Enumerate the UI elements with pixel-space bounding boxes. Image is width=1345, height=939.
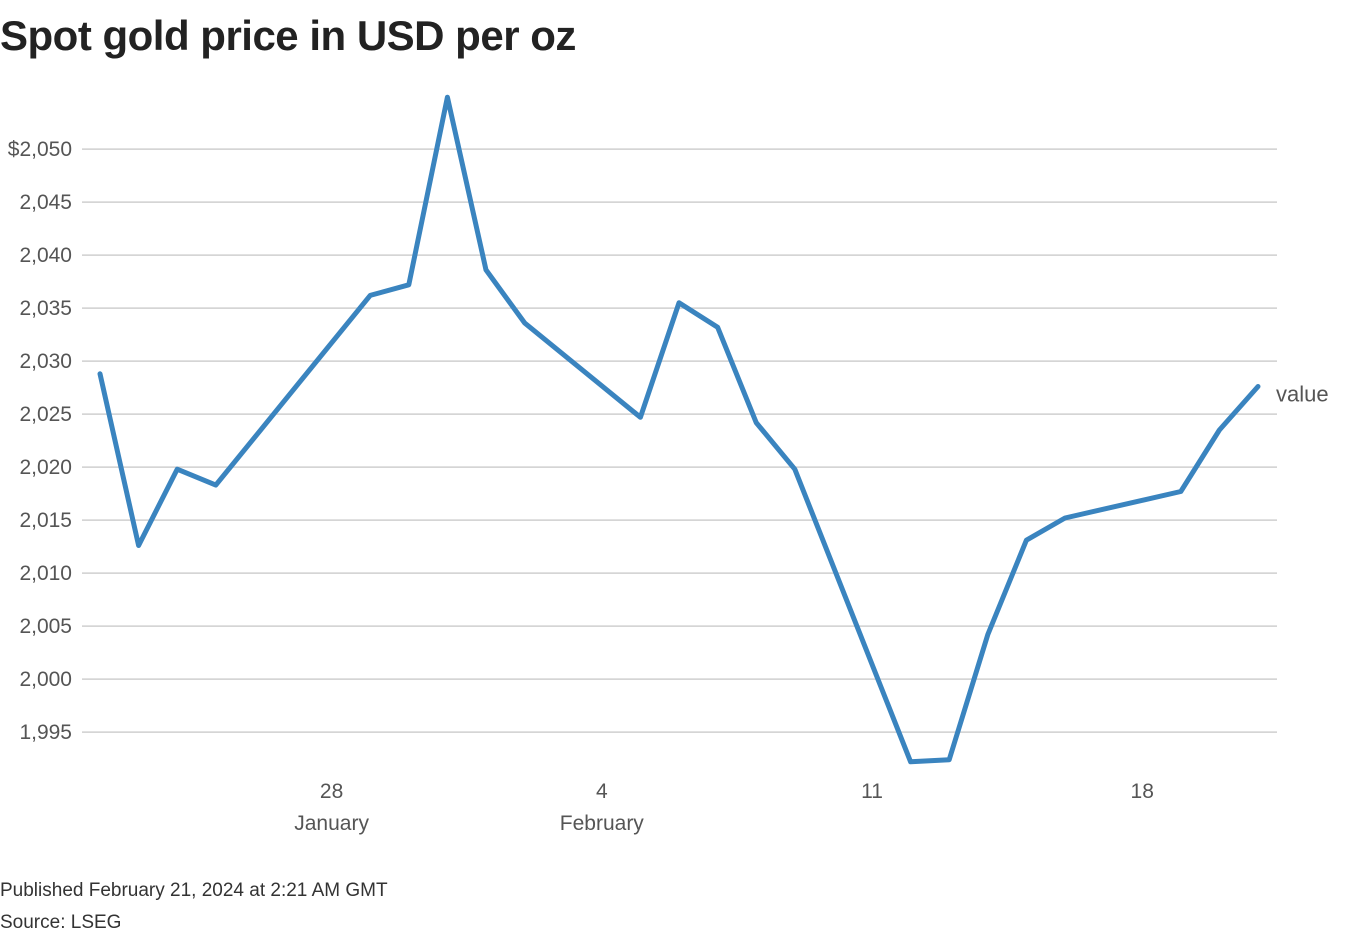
y-tick-label: 2,035 xyxy=(19,297,72,320)
y-tick-label: 2,025 xyxy=(19,403,72,426)
y-tick-label: $2,050 xyxy=(8,138,72,161)
x-tick-month-label: February xyxy=(560,812,645,835)
source-note: Source: LSEG xyxy=(0,912,122,933)
y-tick-label: 1,995 xyxy=(19,721,72,744)
y-tick-label: 2,045 xyxy=(19,191,72,214)
gridlines xyxy=(82,148,1277,733)
x-tick-label: 18 xyxy=(1131,780,1154,803)
chart-title: Spot gold price in USD per oz xyxy=(0,12,576,59)
x-tick-month-label: January xyxy=(294,812,369,835)
x-axis-tick-labels: 28 January 4 February 11 18 xyxy=(294,780,1154,835)
series-label: value xyxy=(1276,382,1329,407)
y-tick-label: 2,015 xyxy=(19,509,72,532)
x-tick-label: 11 xyxy=(861,780,883,803)
x-tick-label: 28 xyxy=(320,780,343,803)
y-tick-label: 2,030 xyxy=(19,350,72,373)
line-chart: 1,995 2,000 2,005 2,010 2,015 2,020 2,025 2,030… xyxy=(8,94,1329,835)
y-tick-label: 2,040 xyxy=(19,244,72,267)
y-tick-label: 2,010 xyxy=(19,562,72,585)
y-tick-label: 2,020 xyxy=(19,456,72,479)
x-tick-label: 4 xyxy=(596,780,608,803)
y-tick-label: 2,000 xyxy=(19,668,72,691)
series-labels: value xyxy=(1276,382,1329,407)
series-lines xyxy=(97,94,1261,765)
y-tick-label: 2,005 xyxy=(19,615,72,638)
published-note: Published February 21, 2024 at 2:21 AM G… xyxy=(0,880,388,901)
y-axis-tick-labels: 1,995 2,000 2,005 2,010 2,015 2,020 2,025 2,030… xyxy=(8,138,72,744)
series-line xyxy=(97,94,1261,765)
